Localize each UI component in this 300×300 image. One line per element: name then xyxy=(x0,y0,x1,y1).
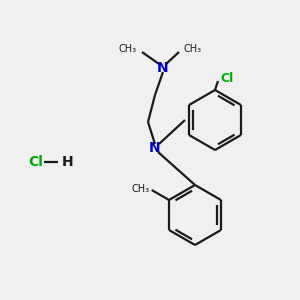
Text: N: N xyxy=(157,61,169,75)
Text: H: H xyxy=(62,155,74,169)
Text: Cl: Cl xyxy=(28,155,43,169)
Text: Cl: Cl xyxy=(220,71,233,85)
Text: N: N xyxy=(149,141,161,155)
Text: CH₃: CH₃ xyxy=(132,184,150,194)
Text: CH₃: CH₃ xyxy=(183,44,201,54)
Text: CH₃: CH₃ xyxy=(119,44,137,54)
